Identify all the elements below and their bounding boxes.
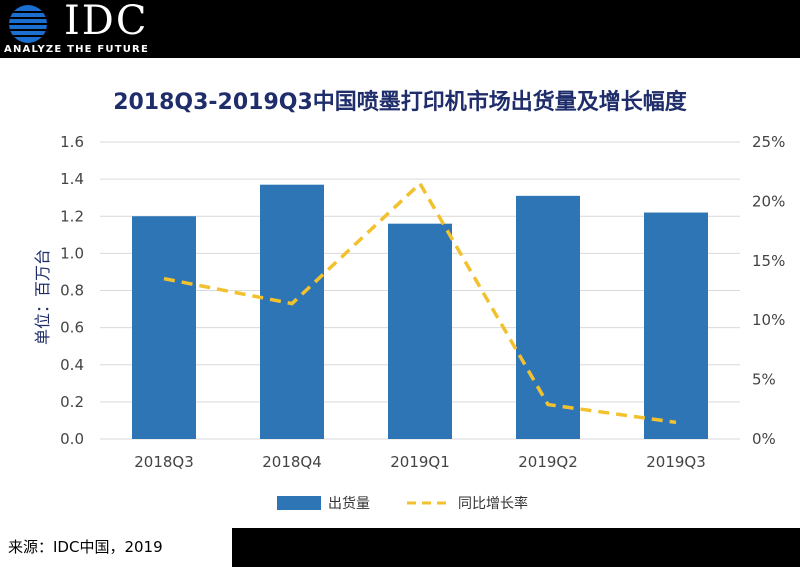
footer: 来源：IDC中国，2019 <box>0 528 800 567</box>
y-tick-label: 1.2 <box>60 207 84 225</box>
y-tick-label: 0.8 <box>60 282 84 300</box>
bar <box>644 212 708 439</box>
legend: 出货量 同比增长率 <box>277 495 528 512</box>
chart-panel: 2018Q3-2019Q3中国喷墨打印机市场出货量及增长幅度 0.0 0.2 0.4… <box>0 58 800 528</box>
y-tick-label: 0.6 <box>60 319 84 337</box>
y2-tick-label: 15% <box>752 252 785 270</box>
y-tick-label: 0.2 <box>60 393 84 411</box>
legend-line-label: 同比增长率 <box>458 495 528 512</box>
y-tick-label: 1.0 <box>60 244 84 262</box>
chart-svg: 0.0 0.2 0.4 0.6 0.8 1.0 1.2 1.4 1.6 0% 5% 10% 15% 20… <box>33 133 785 512</box>
bar <box>260 184 324 439</box>
bar <box>388 223 452 439</box>
bar-series <box>132 184 708 439</box>
chart-title: 2018Q3-2019Q3中国喷墨打印机市场出货量及增长幅度 <box>113 90 687 115</box>
y-tick-label: 0.0 <box>60 430 84 448</box>
y2-tick-label: 10% <box>752 311 785 329</box>
y2-tick-label: 20% <box>752 192 785 210</box>
globe-logo-icon <box>6 5 50 43</box>
y-tick-label: 1.4 <box>60 170 84 188</box>
source-note: 来源：IDC中国，2019 <box>0 528 232 567</box>
legend-bar-swatch <box>277 496 321 510</box>
y2-tick-label: 5% <box>752 371 776 389</box>
brand-name: IDC <box>64 0 149 44</box>
x-tick-label: 2018Q3 <box>134 453 194 471</box>
x-tick-label: 2019Q1 <box>390 453 450 471</box>
y2-tick-label: 0% <box>752 430 776 448</box>
y-tick-label: 0.4 <box>60 356 84 374</box>
bar <box>132 216 196 439</box>
left-axis-ticks: 0.0 0.2 0.4 0.6 0.8 1.0 1.2 1.4 1.6 <box>60 133 84 448</box>
legend-bar-label: 出货量 <box>328 495 370 512</box>
header: IDC ANALYZE THE FUTURE <box>0 0 800 58</box>
bar <box>516 195 580 439</box>
right-axis-ticks: 0% 5% 10% 15% 20% 25% <box>752 133 785 448</box>
x-tick-label: 2019Q3 <box>646 453 706 471</box>
brand-tagline: ANALYZE THE FUTURE <box>4 44 149 55</box>
y-tick-label: 1.6 <box>60 133 84 151</box>
growth-line <box>163 180 677 425</box>
x-tick-label: 2019Q2 <box>518 453 578 471</box>
x-tick-label: 2018Q4 <box>262 453 322 471</box>
y-axis-label: 单位：百万台 <box>33 249 52 345</box>
y2-tick-label: 25% <box>752 133 785 151</box>
x-axis-ticks: 2018Q3 2018Q4 2019Q1 2019Q2 2019Q3 <box>134 453 706 471</box>
